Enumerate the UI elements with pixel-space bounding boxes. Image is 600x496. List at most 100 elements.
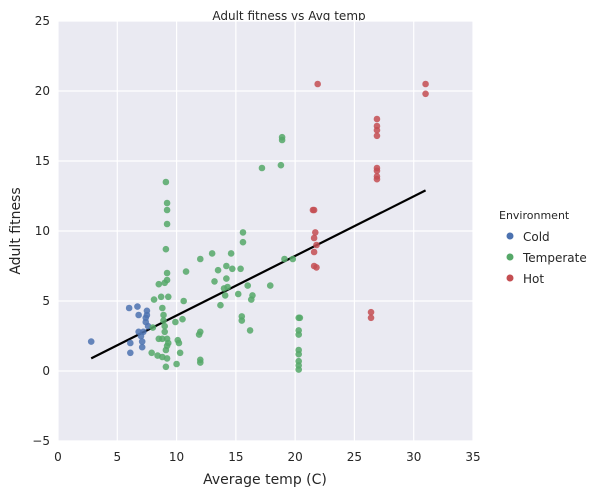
point-hot — [310, 234, 318, 242]
point-temperate — [223, 275, 230, 282]
point-hot — [313, 241, 320, 249]
legend-label-hot: Hot — [523, 272, 544, 286]
y-tick-label: −5 — [32, 434, 50, 448]
point-temperate — [176, 349, 184, 357]
y-tick-label: 10 — [35, 224, 50, 238]
point-temperate — [281, 255, 288, 263]
x-tick-label: 0 — [54, 450, 62, 464]
y-tick-label: 20 — [35, 84, 50, 98]
point-temperate — [179, 315, 186, 323]
point-cold — [135, 311, 142, 319]
point-cold — [143, 307, 151, 315]
point-temperate — [164, 293, 172, 301]
point-temperate — [163, 269, 171, 277]
point-temperate — [163, 220, 171, 228]
point-temperate — [239, 229, 247, 236]
point-temperate — [196, 255, 204, 263]
point-temperate — [162, 363, 170, 371]
point-temperate — [159, 335, 166, 343]
legend: Environment Cold Temperate Hot — [499, 209, 587, 286]
point-cold — [140, 328, 147, 336]
legend-label-temperate: Temperate — [522, 251, 587, 265]
point-temperate — [208, 250, 216, 257]
point-hot — [367, 314, 375, 322]
point-temperate — [246, 327, 254, 334]
y-tick-labels: −5 0 5 10 15 20 25 — [32, 14, 50, 448]
x-tick-label: 15 — [228, 450, 243, 464]
point-temperate — [150, 296, 158, 303]
legend-marker-hot — [506, 274, 514, 282]
point-temperate — [289, 255, 297, 263]
point-hot — [312, 229, 319, 236]
point-temperate — [258, 164, 266, 172]
point-cold — [125, 304, 133, 312]
point-cold — [127, 349, 134, 357]
point-temperate — [217, 301, 224, 309]
legend-title: Environment — [499, 209, 570, 222]
legend-marker-cold — [506, 232, 514, 240]
point-temperate — [173, 360, 180, 368]
chart-title: Adult fitness vs Avg temp — [212, 9, 365, 23]
point-temperate — [244, 282, 252, 289]
point-hot — [313, 264, 320, 271]
regression-line — [90, 189, 427, 360]
y-tick-label: 25 — [35, 14, 50, 28]
point-temperate — [278, 136, 286, 144]
point-temperate — [180, 297, 187, 305]
point-temperate — [237, 265, 244, 273]
point-temperate — [163, 355, 171, 362]
point-hot — [314, 80, 321, 88]
point-temperate — [175, 339, 183, 347]
point-temperate — [224, 283, 231, 291]
point-hot — [373, 167, 381, 175]
point-temperate — [196, 328, 204, 336]
point-temperate — [162, 178, 170, 186]
point-temperate — [163, 199, 171, 207]
x-axis-label: Average temp (C) — [203, 472, 327, 488]
point-temperate — [295, 331, 303, 338]
point-hot — [310, 248, 318, 256]
point-hot — [422, 80, 429, 88]
x-tick-label: 10 — [169, 450, 184, 464]
y-tick-label: 5 — [42, 294, 50, 308]
point-temperate — [182, 268, 190, 275]
point-temperate — [223, 262, 230, 270]
point-temperate — [155, 280, 163, 288]
point-temperate — [172, 318, 179, 326]
point-hot — [310, 206, 318, 214]
point-temperate — [296, 314, 304, 322]
point-temperate — [160, 317, 167, 324]
point-hot — [373, 126, 381, 134]
point-temperate — [148, 349, 155, 357]
x-tick-label: 25 — [347, 450, 362, 464]
point-hot — [373, 175, 381, 183]
point-temperate — [249, 292, 256, 299]
point-temperate — [277, 161, 285, 169]
x-tick-label: 30 — [406, 450, 421, 464]
point-temperate — [227, 250, 235, 257]
point-temperate — [214, 266, 222, 274]
x-tick-label: 20 — [288, 450, 303, 464]
point-temperate — [211, 278, 218, 285]
point-temperate — [234, 290, 242, 298]
point-temperate — [161, 328, 169, 336]
y-axis-label: Adult fitness — [8, 187, 24, 274]
y-tick-label: 15 — [35, 154, 50, 168]
point-temperate — [163, 276, 171, 284]
point-temperate — [229, 265, 236, 273]
point-temperate — [161, 322, 169, 330]
point-hot — [373, 115, 381, 123]
point-hot — [373, 132, 381, 140]
x-tick-label: 35 — [465, 450, 480, 464]
y-tick-label: 0 — [42, 364, 50, 378]
point-temperate — [159, 304, 166, 312]
point-cold — [87, 338, 95, 345]
legend-label-cold: Cold — [523, 230, 550, 244]
grid-lines — [57, 20, 474, 442]
legend-marker-temperate — [506, 253, 514, 261]
point-temperate — [238, 313, 246, 320]
point-temperate — [157, 293, 165, 301]
point-cold — [138, 338, 146, 345]
point-cold — [134, 303, 141, 310]
point-temperate — [196, 356, 204, 364]
